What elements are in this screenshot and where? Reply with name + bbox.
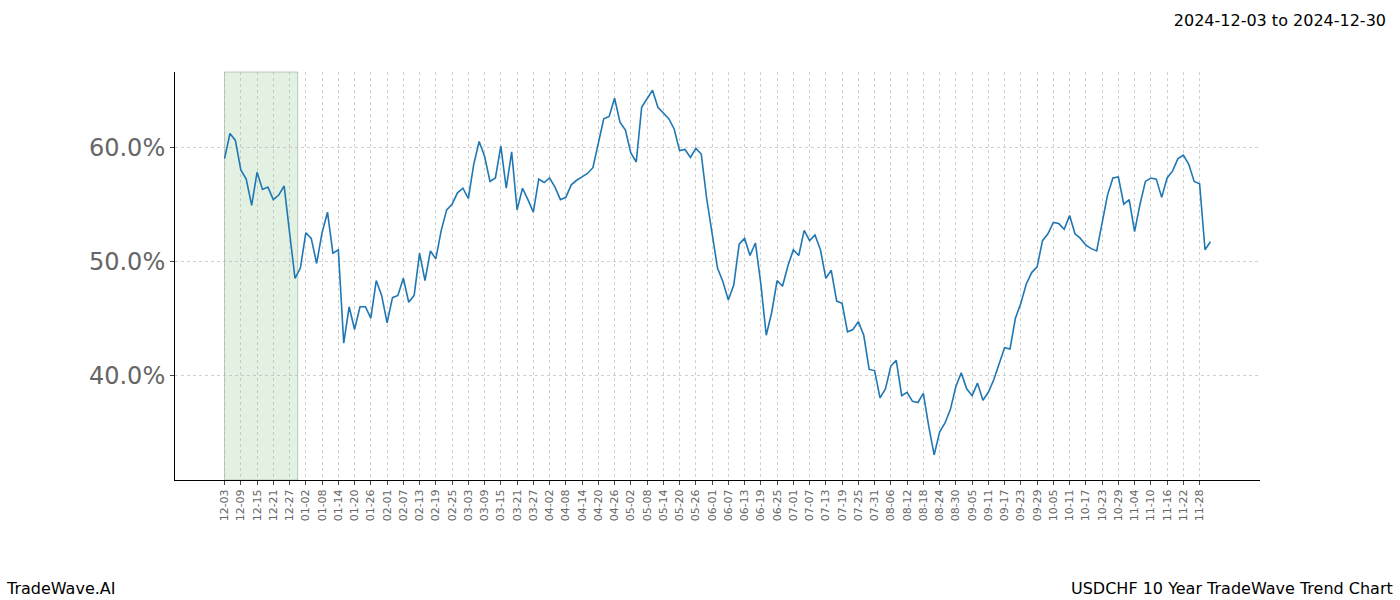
svg-text:09-29: 09-29 — [1031, 489, 1044, 521]
svg-text:01-20: 01-20 — [348, 489, 361, 521]
svg-text:06-07: 06-07 — [722, 489, 735, 521]
svg-text:01-26: 01-26 — [364, 489, 377, 521]
svg-text:06-25: 06-25 — [771, 489, 784, 521]
svg-text:11-10: 11-10 — [1144, 489, 1157, 521]
svg-text:02-13: 02-13 — [413, 489, 426, 521]
svg-text:11-22: 11-22 — [1177, 489, 1190, 521]
svg-text:02-01: 02-01 — [381, 489, 394, 521]
svg-text:07-07: 07-07 — [803, 489, 816, 521]
svg-text:01-14: 01-14 — [332, 489, 345, 521]
svg-text:TradeWave.AI: TradeWave.AI — [6, 579, 115, 598]
svg-text:12-03: 12-03 — [218, 489, 231, 521]
svg-text:12-21: 12-21 — [267, 489, 280, 521]
svg-text:08-06: 08-06 — [884, 489, 897, 521]
svg-text:08-24: 08-24 — [933, 489, 946, 521]
svg-text:03-27: 03-27 — [527, 489, 540, 521]
svg-text:05-20: 05-20 — [673, 489, 686, 521]
svg-text:02-25: 02-25 — [446, 489, 459, 521]
svg-text:2024-12-03 to 2024-12-30: 2024-12-03 to 2024-12-30 — [1174, 11, 1386, 30]
svg-text:10-23: 10-23 — [1096, 489, 1109, 521]
svg-text:05-08: 05-08 — [641, 489, 654, 521]
svg-text:08-30: 08-30 — [949, 489, 962, 521]
svg-text:07-19: 07-19 — [836, 489, 849, 521]
svg-text:09-11: 09-11 — [982, 489, 995, 521]
svg-text:04-26: 04-26 — [608, 489, 621, 521]
svg-text:08-12: 08-12 — [901, 489, 914, 521]
svg-text:05-02: 05-02 — [624, 489, 637, 521]
svg-text:09-23: 09-23 — [1014, 489, 1027, 521]
svg-text:06-13: 06-13 — [738, 489, 751, 521]
svg-text:01-08: 01-08 — [316, 489, 329, 521]
svg-text:10-05: 10-05 — [1047, 489, 1060, 521]
svg-text:03-15: 03-15 — [494, 489, 507, 521]
svg-text:03-21: 03-21 — [511, 489, 524, 521]
svg-text:04-20: 04-20 — [592, 489, 605, 521]
svg-text:12-15: 12-15 — [251, 489, 264, 521]
svg-text:02-19: 02-19 — [429, 489, 442, 521]
svg-text:11-28: 11-28 — [1193, 489, 1206, 521]
svg-text:USDCHF 10 Year TradeWave Trend: USDCHF 10 Year TradeWave Trend Chart — [1071, 579, 1393, 598]
svg-text:09-17: 09-17 — [998, 489, 1011, 521]
svg-text:08-18: 08-18 — [917, 489, 930, 521]
svg-text:06-01: 06-01 — [706, 489, 719, 521]
svg-text:11-16: 11-16 — [1161, 489, 1174, 521]
svg-text:04-02: 04-02 — [543, 489, 556, 521]
svg-text:03-09: 03-09 — [478, 489, 491, 521]
svg-text:60.0%: 60.0% — [89, 134, 165, 162]
svg-text:09-05: 09-05 — [966, 489, 979, 521]
svg-text:05-14: 05-14 — [657, 489, 670, 521]
svg-text:40.0%: 40.0% — [89, 362, 165, 390]
svg-text:06-19: 06-19 — [754, 489, 767, 521]
svg-text:07-01: 07-01 — [787, 489, 800, 521]
svg-text:07-31: 07-31 — [868, 489, 881, 521]
svg-text:10-11: 10-11 — [1063, 489, 1076, 521]
svg-text:50.0%: 50.0% — [89, 248, 165, 276]
svg-text:05-26: 05-26 — [689, 489, 702, 521]
svg-text:10-29: 10-29 — [1112, 489, 1125, 521]
svg-text:07-25: 07-25 — [852, 489, 865, 521]
svg-text:04-14: 04-14 — [576, 489, 589, 521]
svg-text:10-17: 10-17 — [1079, 489, 1092, 521]
svg-text:03-03: 03-03 — [462, 489, 475, 521]
svg-text:12-09: 12-09 — [234, 489, 247, 521]
svg-text:11-04: 11-04 — [1128, 489, 1141, 521]
svg-text:04-08: 04-08 — [559, 489, 572, 521]
svg-text:02-07: 02-07 — [397, 489, 410, 521]
svg-text:07-13: 07-13 — [819, 489, 832, 521]
svg-text:12-27: 12-27 — [283, 489, 296, 521]
svg-text:01-02: 01-02 — [299, 489, 312, 521]
